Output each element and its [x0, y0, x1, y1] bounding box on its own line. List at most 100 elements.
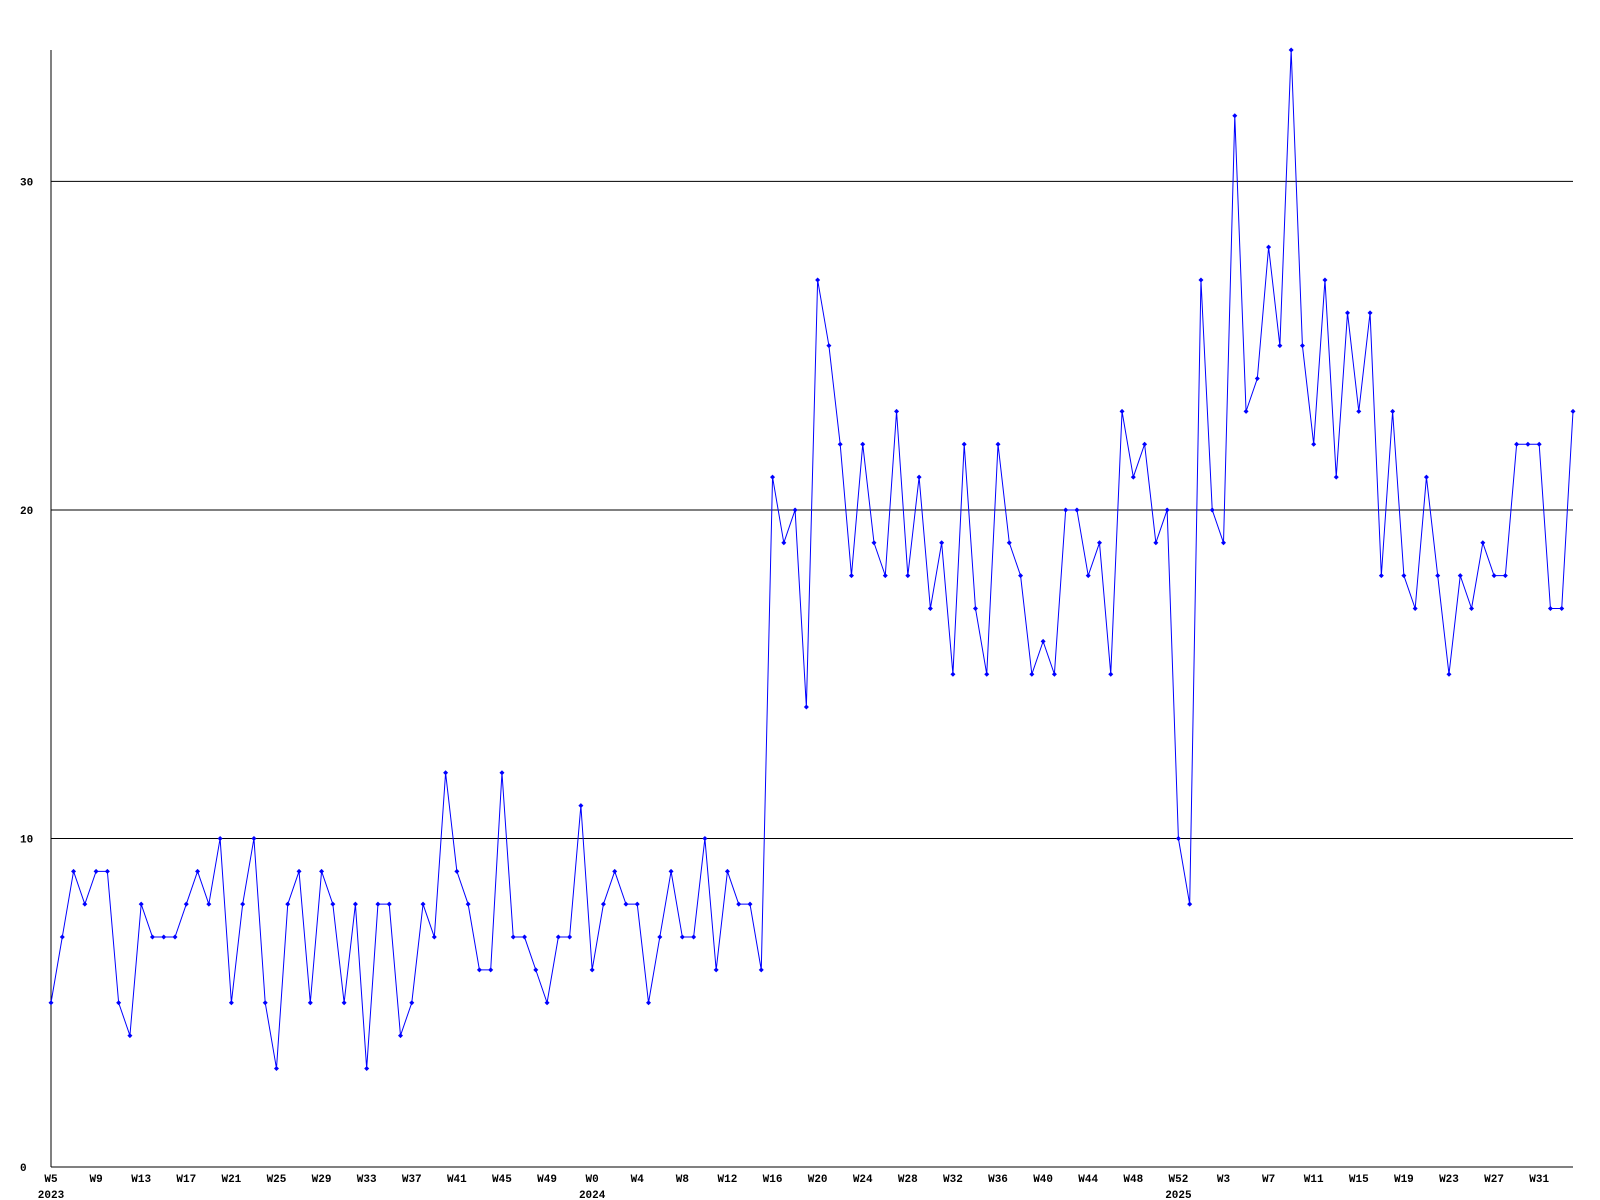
data-point	[273, 1065, 279, 1071]
data-point	[939, 540, 945, 546]
data-point	[375, 901, 381, 907]
data-point	[240, 901, 246, 907]
data-point	[713, 967, 719, 973]
data-point	[1356, 408, 1362, 414]
data-point	[1525, 441, 1531, 447]
data-point	[984, 671, 990, 677]
data-point	[1469, 606, 1475, 611]
data-point	[330, 901, 336, 907]
x-tick-label: W20	[808, 1174, 828, 1186]
year-label: 2023	[38, 1190, 65, 1200]
data-point	[724, 868, 730, 874]
data-point	[905, 573, 911, 579]
data-point	[1130, 474, 1136, 480]
x-tick-label: W41	[447, 1174, 467, 1186]
data-point	[1018, 573, 1024, 579]
data-point	[1322, 277, 1328, 283]
data-point	[1085, 573, 1091, 579]
data-point	[431, 934, 437, 940]
y-tick-label: 20	[20, 506, 33, 518]
x-tick-label: W13	[131, 1174, 151, 1186]
data-point	[1108, 671, 1114, 677]
data-point	[1142, 441, 1148, 447]
data-point	[1299, 343, 1305, 349]
data-point	[995, 441, 1001, 447]
x-tick-label: W48	[1123, 1174, 1143, 1186]
data-point	[1345, 310, 1351, 316]
data-point	[1243, 408, 1249, 414]
data-point	[1153, 540, 1159, 546]
data-point	[634, 901, 640, 907]
data-point	[1006, 540, 1012, 546]
data-point	[1311, 441, 1317, 447]
data-point	[1051, 671, 1057, 677]
data-point	[296, 868, 302, 874]
data-point	[1570, 408, 1576, 414]
data-point	[1536, 441, 1542, 447]
x-tick-label: W5	[44, 1174, 58, 1186]
data-point	[262, 1000, 268, 1006]
x-tick-label: W49	[537, 1174, 557, 1186]
data-point	[961, 441, 967, 447]
x-tick-label: W28	[898, 1174, 918, 1186]
data-point	[319, 868, 325, 874]
data-point	[882, 573, 888, 579]
x-tick-label: W7	[1262, 1174, 1275, 1186]
data-point	[195, 868, 201, 874]
data-point	[736, 901, 742, 907]
data-point	[341, 1000, 347, 1006]
data-point	[443, 770, 449, 776]
data-point	[1502, 573, 1508, 579]
data-point	[454, 868, 460, 874]
x-tick-label: W3	[1217, 1174, 1231, 1186]
data-point	[646, 1000, 652, 1006]
data-point	[950, 671, 956, 677]
data-point	[104, 868, 110, 874]
data-point	[1254, 376, 1260, 382]
data-point	[691, 934, 697, 940]
x-tick-label: W45	[492, 1174, 512, 1186]
data-point	[837, 441, 843, 447]
data-point	[1412, 606, 1418, 611]
data-point	[1221, 540, 1227, 546]
data-point	[149, 934, 155, 940]
data-point	[1266, 244, 1272, 250]
data-point	[82, 901, 88, 907]
data-point	[533, 967, 539, 973]
data-point	[803, 704, 809, 710]
data-point	[1074, 507, 1080, 513]
data-point	[1491, 573, 1497, 579]
data-point	[397, 1033, 403, 1039]
series-line	[50, 49, 1574, 1069]
data-point	[1288, 47, 1294, 53]
y-tick-label: 10	[20, 834, 33, 846]
data-point	[927, 606, 933, 611]
data-point	[285, 901, 291, 907]
y-tick-label: 0	[20, 1163, 27, 1175]
x-tick-label: W9	[89, 1174, 102, 1186]
data-point	[1232, 113, 1238, 119]
data-point	[172, 934, 178, 940]
data-point	[567, 934, 573, 940]
x-tick-label: W33	[357, 1174, 377, 1186]
year-label: 2025	[1165, 1190, 1192, 1200]
data-point	[1435, 573, 1441, 579]
data-point	[71, 868, 77, 874]
data-point	[1378, 573, 1384, 579]
data-point	[127, 1033, 133, 1039]
data-point	[1446, 671, 1452, 677]
data-point	[657, 934, 663, 940]
x-tick-label: W16	[763, 1174, 783, 1186]
x-tick-label: W0	[586, 1174, 599, 1186]
data-point	[1175, 835, 1181, 841]
data-point	[352, 901, 358, 907]
data-point	[1063, 507, 1069, 513]
data-point	[860, 441, 866, 447]
data-point	[871, 540, 877, 546]
data-point	[623, 901, 629, 907]
data-point	[409, 1000, 415, 1006]
data-point	[1514, 441, 1520, 447]
x-tick-label: W19	[1394, 1174, 1414, 1186]
x-tick-label: W44	[1078, 1174, 1098, 1186]
data-point	[758, 967, 764, 973]
